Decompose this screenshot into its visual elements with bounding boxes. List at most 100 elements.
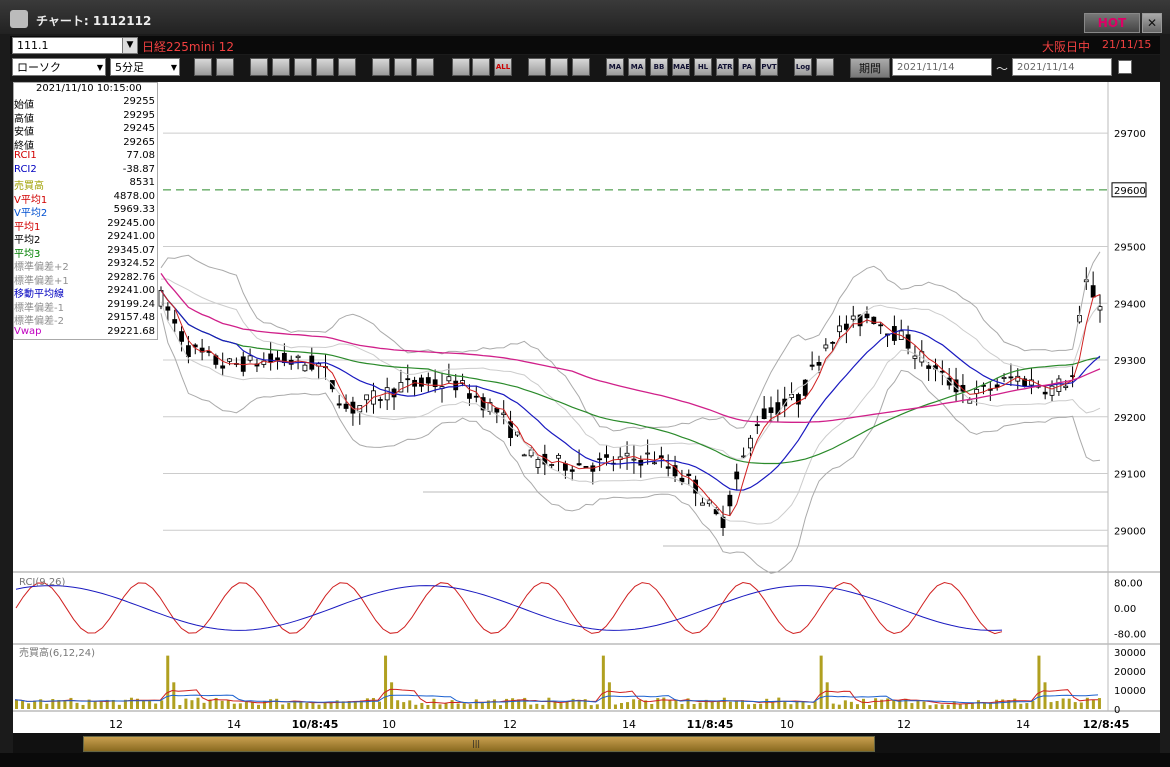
status-strip — [0, 753, 1170, 767]
all-button[interactable]: ALL — [494, 58, 512, 76]
volume-bar — [1085, 697, 1089, 709]
volume-bar — [414, 704, 418, 709]
magnify-icon[interactable] — [272, 58, 290, 76]
volume-bar — [311, 702, 315, 709]
candle — [686, 473, 692, 476]
cursor-icon[interactable] — [394, 58, 412, 76]
volume-bar — [378, 701, 381, 709]
info-value: 29241.00 — [107, 285, 155, 296]
volume-bar — [505, 698, 509, 709]
info-value: 29282.76 — [107, 271, 155, 283]
ind-button[interactable]: MA — [606, 58, 624, 76]
price-tick-label: 29700 — [1114, 129, 1146, 140]
volume-bar — [668, 700, 672, 709]
download-icon[interactable] — [250, 58, 268, 76]
text-icon[interactable] — [338, 58, 356, 76]
symbol-name: 日経225mini 12 — [142, 40, 234, 54]
volume-bar — [940, 704, 944, 709]
zoom-icon[interactable] — [194, 58, 212, 76]
volume-bar — [928, 705, 932, 709]
ind-button[interactable]: PA — [738, 58, 756, 76]
volume-bar — [1079, 702, 1083, 709]
ind-button[interactable]: Log — [794, 58, 812, 76]
candle-icon[interactable] — [452, 58, 470, 76]
candle — [782, 398, 788, 407]
brush-icon[interactable] — [550, 58, 568, 76]
candle — [419, 377, 424, 387]
info-row: 平均2 29241.00 — [14, 231, 157, 246]
chart-area[interactable]: 29700 29600 29500 29400 29300 29200 29100 29000… — [13, 82, 1160, 740]
ind-button[interactable]: BB — [650, 58, 668, 76]
symbol-input[interactable]: 111.1 — [12, 37, 126, 54]
crosshair-icon[interactable] — [216, 58, 234, 76]
info-row: RCI1 77.08 — [14, 150, 157, 163]
volume-bar — [583, 699, 587, 709]
volume-bar — [819, 655, 823, 709]
info-label: 標準偏差-1 — [14, 302, 64, 314]
chevron-down-icon[interactable]: ▼ — [122, 37, 138, 54]
ind-button[interactable]: PVT — [760, 58, 778, 76]
toolbar: ローソク ▼ 5分足 ▼ 期間 2021/11/14 〜 2021/11/14 AL… — [10, 55, 1160, 81]
pencil-icon[interactable] — [372, 58, 390, 76]
volume-bar — [910, 703, 914, 709]
volume-bar — [87, 699, 91, 709]
ind-button[interactable]: MA — [628, 58, 646, 76]
time-tick-label: 10 — [382, 718, 396, 731]
price-chart[interactable]: 29700 29600 29500 29400 29300 29200 29100 29000… — [13, 82, 1160, 740]
title-bar[interactable]: チャート: 1112112 HOT ✕ — [0, 0, 1170, 34]
info-value: 29295 — [123, 109, 155, 121]
chart-type-value: ローソク — [17, 61, 61, 74]
candle — [501, 412, 507, 416]
candle — [467, 393, 472, 399]
bar-icon[interactable] — [294, 58, 312, 76]
ind-button[interactable]: HL — [694, 58, 712, 76]
rci-label: RCI(9,26) — [19, 577, 66, 588]
date-from-input[interactable]: 2021/11/14 — [892, 58, 992, 76]
volume-bar — [51, 698, 55, 709]
volume-bar — [39, 699, 43, 709]
volume-bar — [541, 704, 545, 709]
candle — [960, 384, 966, 392]
volume-bar — [81, 704, 85, 709]
horizontal-scrollbar[interactable]: ||| — [13, 733, 1160, 753]
arrow-icon[interactable] — [416, 58, 434, 76]
price-tick-label: 29100 — [1114, 470, 1146, 481]
volume-bar — [27, 703, 31, 709]
volume-bar — [123, 699, 127, 709]
info-label: V平均2 — [14, 208, 48, 219]
scrollbar-thumb[interactable]: ||| — [83, 736, 875, 752]
ma-long-line — [160, 290, 1101, 465]
cross-icon[interactable] — [316, 58, 334, 76]
volume-bar — [462, 703, 466, 709]
ind-button[interactable]: ATR — [716, 58, 734, 76]
volume-bar — [456, 703, 460, 709]
volume-bar — [1019, 703, 1023, 709]
volume-bar — [57, 699, 61, 709]
hot-button[interactable]: HOT — [1084, 13, 1140, 33]
volume-bar — [499, 705, 502, 709]
volume-bar — [117, 704, 121, 709]
period-button[interactable]: 期間 — [850, 58, 890, 78]
volume-bar — [136, 698, 139, 709]
color-icon[interactable] — [572, 58, 590, 76]
rci-fast-line — [15, 581, 1003, 635]
volume-bar — [565, 701, 569, 709]
info-value: 29245.00 — [107, 217, 155, 229]
price-tick-label: 29600 — [1114, 186, 1146, 197]
candle — [576, 463, 582, 466]
candle — [844, 323, 849, 330]
option-checkbox[interactable] — [1118, 60, 1132, 74]
export-icon[interactable] — [816, 58, 834, 76]
settings-icon[interactable] — [528, 58, 546, 76]
chart-type-select[interactable]: ローソク ▼ — [12, 58, 106, 76]
candle — [665, 466, 671, 469]
date-to-input[interactable]: 2021/11/14 — [1012, 58, 1112, 76]
volume-bar — [299, 701, 303, 709]
candle2-icon[interactable] — [472, 58, 490, 76]
volume-bar — [275, 698, 279, 709]
close-button[interactable]: ✕ — [1142, 13, 1162, 33]
interval-select[interactable]: 5分足 ▼ — [110, 58, 180, 76]
ind-button[interactable]: MAE — [672, 58, 690, 76]
info-label: 始値 — [14, 100, 34, 111]
volume-bar — [474, 699, 478, 709]
